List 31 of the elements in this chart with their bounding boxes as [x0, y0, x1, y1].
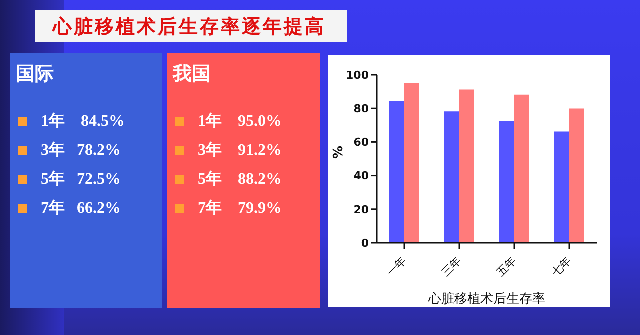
text: 国际 — [15, 62, 55, 87]
text: 5年 72.5% — [41, 170, 121, 190]
y-tick-label: 0 — [361, 236, 370, 250]
x-tick-label: 一年 — [384, 254, 410, 280]
text: 3年 91.2% — [198, 140, 282, 161]
y-tick-label: 80 — [354, 102, 370, 116]
y-tick-label: 20 — [354, 203, 370, 216]
x-axis-title: 心脏移植术后生存率 — [428, 291, 546, 307]
bar — [389, 101, 404, 243]
bar — [499, 121, 514, 243]
text: 3年 78.2% — [41, 140, 121, 161]
bar — [444, 112, 460, 243]
text: 1年 95.0% — [198, 112, 282, 132]
bar — [404, 83, 420, 243]
x-tick-label: 七年 — [549, 254, 574, 280]
text: 7年 66.2% — [41, 198, 121, 219]
x-tick-label: 五年 — [494, 254, 520, 280]
text: 心脏移植术后生存率逐年提高 — [35, 10, 347, 40]
bar — [554, 132, 570, 243]
bar — [459, 90, 474, 243]
text: 5年 88.2% — [198, 170, 282, 190]
x-tick-label: 三年 — [439, 254, 464, 280]
y-tick-label: 40 — [354, 170, 370, 183]
bar — [514, 94, 530, 243]
y-tick-label: 60 — [354, 136, 370, 150]
text: 1年 84.5% — [41, 112, 125, 132]
y-tick-label: 100 — [346, 68, 370, 82]
text: 7年 79.9% — [198, 198, 282, 219]
text: 我国 — [172, 62, 212, 87]
y-axis-title: % — [332, 146, 347, 159]
bar — [569, 108, 584, 243]
